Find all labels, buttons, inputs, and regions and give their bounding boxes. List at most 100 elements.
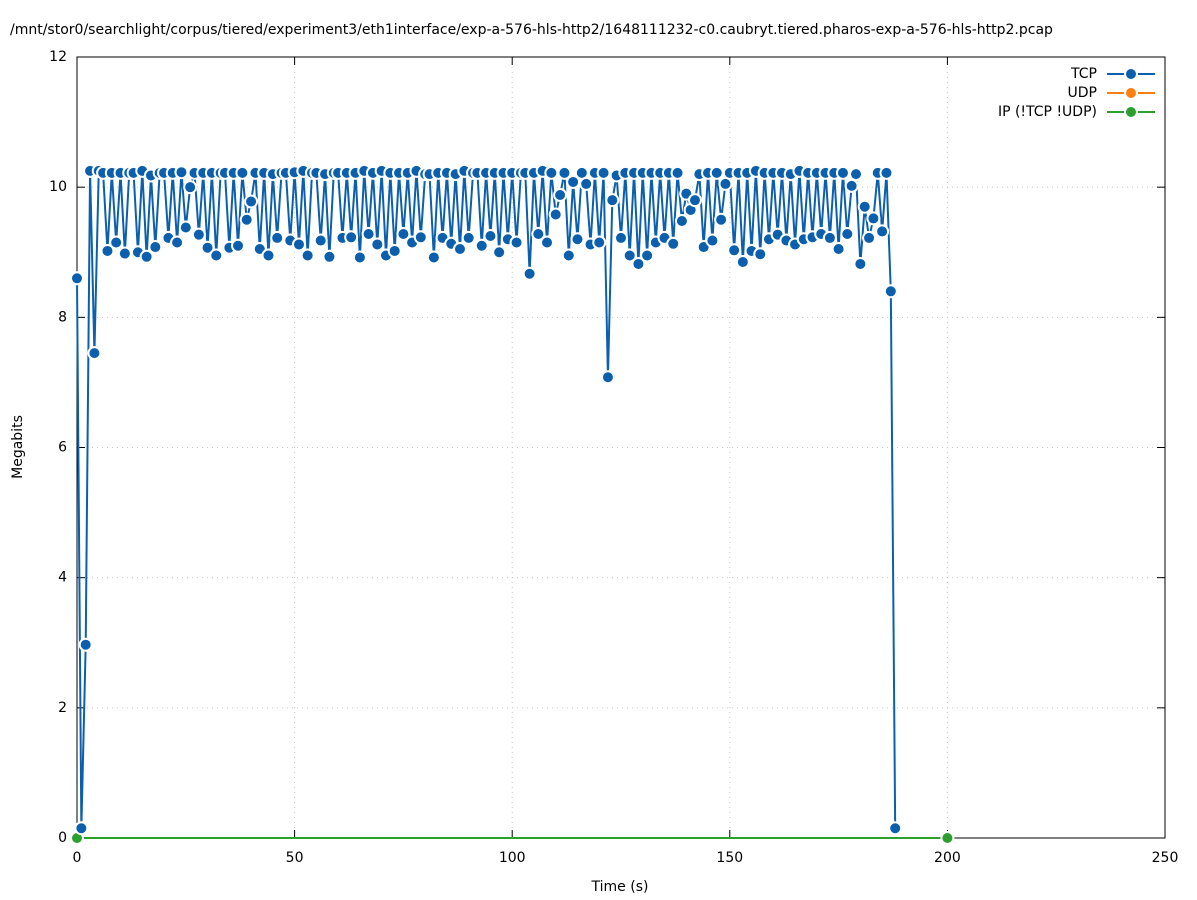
data-point (387, 243, 402, 258)
data-point (640, 248, 655, 263)
data-point (666, 236, 681, 251)
y-tick-label: 8 (58, 309, 67, 325)
data-point (540, 235, 555, 250)
legend-label: UDP (1068, 85, 1097, 101)
data-point (687, 193, 702, 208)
data-point (735, 255, 750, 270)
data-point (413, 230, 428, 245)
data-point (557, 165, 572, 180)
x-tick-label: 50 (286, 850, 304, 866)
data-point (709, 165, 724, 180)
data-point (483, 228, 498, 243)
data-point (674, 214, 689, 229)
data-point (352, 250, 367, 265)
y-tick-label: 12 (49, 49, 67, 65)
legend-swatch-marker (1124, 67, 1138, 81)
data-point (370, 237, 385, 252)
data-point (561, 248, 576, 263)
data-point (174, 165, 189, 180)
y-tick-label: 6 (58, 440, 67, 456)
data-point (100, 243, 115, 258)
data-point (879, 165, 894, 180)
data-point (87, 346, 102, 361)
data-point (426, 250, 441, 265)
data-point (849, 167, 864, 182)
data-point (170, 235, 185, 250)
data-point (857, 199, 872, 214)
data-point (844, 178, 859, 193)
data-point (631, 256, 646, 271)
data-point (492, 245, 507, 260)
data-point (840, 227, 855, 242)
data-point (531, 227, 546, 242)
data-point (835, 165, 850, 180)
y-tick-label: 0 (58, 830, 67, 846)
y-axis-label: Megabits (10, 415, 26, 479)
data-point (239, 212, 254, 227)
data-point (605, 193, 620, 208)
y-tick-label: 2 (58, 700, 67, 716)
data-point (452, 241, 467, 256)
data-point (670, 165, 685, 180)
legend-label: TCP (1070, 66, 1097, 82)
data-point (300, 248, 315, 263)
data-point (727, 243, 742, 258)
x-tick-label: 200 (934, 850, 961, 866)
data-point (592, 235, 607, 250)
x-tick-label: 100 (499, 850, 526, 866)
data-point (866, 211, 881, 226)
legend-swatch-marker (1124, 105, 1138, 119)
data-point (361, 227, 376, 242)
data-point (139, 249, 154, 264)
data-point (322, 249, 337, 264)
x-axis-label: Time (s) (591, 879, 649, 895)
data-point (509, 235, 524, 250)
data-point (622, 248, 637, 263)
legend-swatch-marker (1124, 86, 1138, 100)
data-point (313, 233, 328, 248)
data-point (875, 224, 890, 239)
legend-label: IP (!TCP !UDP) (998, 104, 1097, 120)
data-point (200, 240, 215, 255)
data-point (579, 176, 594, 191)
data-point (70, 271, 84, 286)
data-point (474, 238, 489, 253)
data-point (883, 284, 898, 299)
data-point (614, 230, 628, 245)
data-point (148, 240, 163, 255)
data-point (117, 246, 132, 261)
x-tick-label: 250 (1152, 850, 1179, 866)
chart-title: /mnt/stor0/searchlight/corpus/tiered/exp… (10, 22, 1053, 38)
data-point (544, 165, 559, 180)
data-point (231, 238, 246, 253)
series-line (76, 169, 897, 829)
data-point (705, 233, 720, 248)
data-point (235, 165, 250, 180)
data-point (596, 165, 611, 180)
data-point (862, 230, 877, 245)
data-point (553, 187, 568, 202)
data-point (244, 194, 259, 209)
data-point (396, 227, 411, 242)
data-point (344, 230, 359, 245)
data-point (853, 256, 868, 271)
data-point (940, 831, 955, 845)
data-point (78, 637, 93, 652)
y-tick-label: 10 (49, 179, 67, 195)
data-point (888, 821, 903, 836)
data-point (522, 266, 537, 281)
data-point (600, 370, 615, 385)
data-point (822, 230, 837, 245)
data-point (191, 227, 206, 242)
data-point (461, 230, 476, 245)
x-tick-label: 0 (73, 850, 82, 866)
data-point (291, 237, 306, 252)
data-point (270, 230, 285, 245)
data-point (261, 248, 276, 263)
data-point (109, 235, 124, 250)
data-point (570, 232, 585, 247)
data-point (566, 174, 581, 189)
data-point (178, 220, 193, 235)
data-point (548, 207, 563, 222)
